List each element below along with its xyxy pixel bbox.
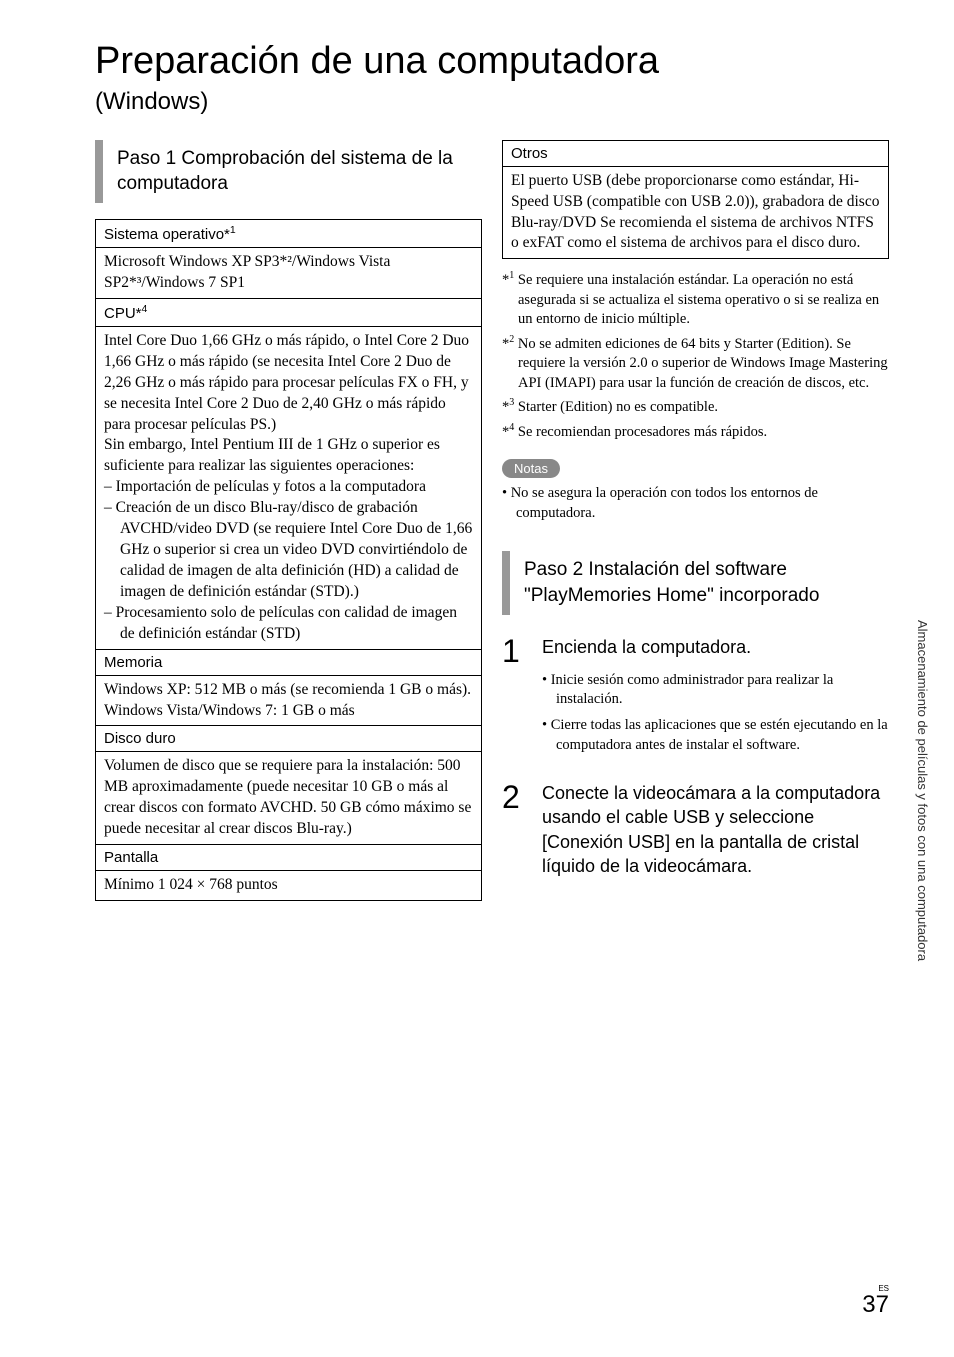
spec-table-2: Otros El puerto USB (debe proporcionarse…	[502, 140, 889, 260]
columns: Paso 1 Comprobación del sistema de la co…	[95, 140, 889, 1317]
step-number: 1	[502, 635, 526, 762]
page-subtitle: (Windows)	[95, 88, 889, 116]
step-bullets: Inicie sesión como administrador para re…	[542, 671, 889, 755]
os-body: Microsoft Windows XP SP3*²/Windows Vista…	[96, 248, 481, 298]
cpu-sup: 4	[142, 303, 148, 315]
cpu-list: Importación de películas y fotos a la co…	[104, 477, 473, 644]
os-header-text: Sistema operativo*	[104, 226, 230, 243]
cpu-body-p2: Sin embargo, Intel Pentium III de 1 GHz …	[104, 435, 473, 477]
cpu-header-text: CPU*	[104, 305, 142, 322]
spec-table: Sistema operativo*1 Microsoft Windows XP…	[95, 219, 482, 901]
fn-text: Starter (Edition) no es compatible.	[518, 399, 718, 415]
screen-header: Pantalla	[96, 844, 481, 871]
fn-text: No se admiten ediciones de 64 bits y Sta…	[518, 336, 888, 391]
list-item: No se asegura la operación con todos los…	[502, 484, 889, 523]
list-item: Importación de películas y fotos a la co…	[104, 477, 473, 498]
page-number: ES 37	[862, 1285, 889, 1317]
fn-text: Se recomiendan procesadores más rápidos.	[518, 424, 767, 440]
step-body: Encienda la computadora. Inicie sesión c…	[542, 635, 889, 762]
list-item: Inicie sesión como administrador para re…	[542, 671, 889, 710]
notes-list: No se asegura la operación con todos los…	[502, 484, 889, 523]
fn-sup: 4	[509, 422, 514, 433]
page-title: Preparación de una computadora	[95, 40, 889, 84]
page-container: Preparación de una computadora (Windows)…	[0, 0, 954, 1357]
fn-sup: 2	[509, 334, 514, 345]
other-body: El puerto USB (debe proporcionarse como …	[503, 167, 888, 259]
other-header: Otros	[503, 141, 888, 167]
step1-heading: Paso 1 Comprobación del sistema de la co…	[95, 140, 482, 203]
screen-body: Mínimo 1 024 × 768 puntos	[96, 871, 481, 900]
step-number: 2	[502, 781, 526, 878]
step-text: Encienda la computadora.	[542, 635, 889, 659]
fn-sup: 3	[509, 397, 514, 408]
footnote: *2 No se admiten ediciones de 64 bits y …	[502, 333, 889, 394]
page-num-value: 37	[862, 1291, 889, 1318]
cpu-body-p1: Intel Core Duo 1,66 GHz o más rápido, o …	[104, 331, 473, 436]
step-body: Conecte la videocámara a la computadora …	[542, 781, 889, 878]
footnote: *1 Se requiere una instalación estándar.…	[502, 269, 889, 330]
footnotes: *1 Se requiere una instalación estándar.…	[502, 269, 889, 442]
cpu-header: CPU*4	[96, 298, 481, 327]
list-item: Cierre todas las aplicaciones que se est…	[542, 716, 889, 755]
step2-heading: Paso 2 Instalación del software "PlayMem…	[502, 551, 889, 614]
footnote: *4 Se recomiendan procesadores más rápid…	[502, 421, 889, 442]
left-column: Paso 1 Comprobación del sistema de la co…	[95, 140, 482, 1317]
right-column: Otros El puerto USB (debe proporcionarse…	[502, 140, 889, 1317]
step-item: 2 Conecte la videocámara a la computador…	[502, 781, 889, 878]
fn-sup: 1	[509, 270, 514, 281]
mem-body: Windows XP: 512 MB o más (se recomienda …	[96, 676, 481, 726]
step-item: 1 Encienda la computadora. Inicie sesión…	[502, 635, 889, 762]
step-text: Conecte la videocámara a la computadora …	[542, 781, 889, 878]
mem-body-p1: Windows XP: 512 MB o más (se recomienda …	[104, 680, 473, 701]
side-tab-text: Almacenamiento de películas y fotos con …	[915, 620, 930, 961]
mem-body-p2: Windows Vista/Windows 7: 1 GB o más	[104, 701, 473, 722]
fn-text: Se requiere una instalación estándar. La…	[518, 272, 879, 327]
list-item: Procesamiento solo de películas con cali…	[104, 603, 473, 645]
disk-body: Volumen de disco que se requiere para la…	[96, 752, 481, 844]
notes-badge: Notas	[502, 459, 560, 478]
os-sup: 1	[230, 224, 236, 236]
os-header: Sistema operativo*1	[96, 220, 481, 248]
cpu-body: Intel Core Duo 1,66 GHz o más rápido, o …	[96, 327, 481, 649]
mem-header: Memoria	[96, 649, 481, 676]
footnote: *3 Starter (Edition) no es compatible.	[502, 396, 889, 417]
list-item: Creación de un disco Blu-ray/disco de gr…	[104, 498, 473, 603]
disk-header: Disco duro	[96, 725, 481, 752]
